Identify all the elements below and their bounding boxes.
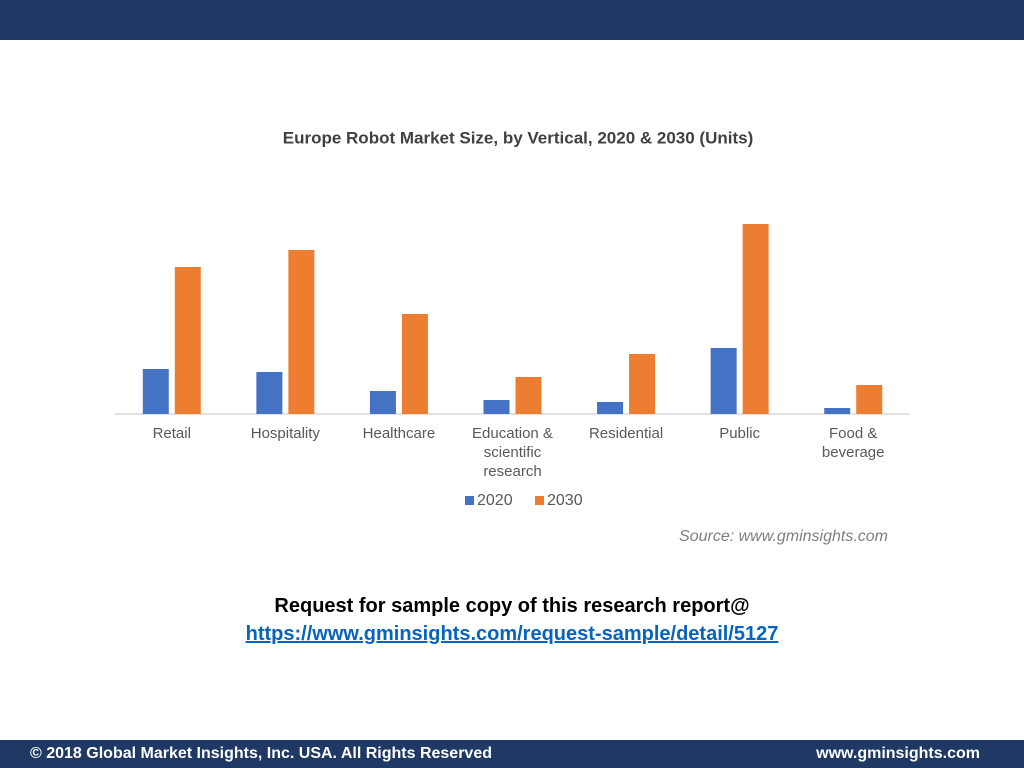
request-text: Request for sample copy of this research… [274, 595, 750, 617]
bar [288, 250, 315, 414]
x-tick-label: Retail [152, 425, 191, 442]
x-tick-label: Residential [588, 425, 664, 442]
x-tick-label: Healthcare [362, 425, 436, 442]
bar [142, 369, 169, 414]
legend-swatch [465, 496, 474, 505]
x-tick-label: Public [719, 425, 761, 442]
x-tick-label: Hospitality [250, 425, 320, 442]
legend-label: 2030 [547, 492, 583, 509]
legend-swatch [535, 496, 544, 505]
chart-title: Europe Robot Market Size, by Vertical, 2… [283, 128, 754, 147]
bar [597, 402, 624, 414]
top-bar [0, 0, 1024, 40]
bar [710, 348, 737, 414]
bar [629, 354, 656, 414]
website: www.gminsights.com [816, 745, 980, 762]
bar [401, 314, 428, 414]
bar [856, 385, 883, 414]
bar [742, 224, 769, 414]
footer: © 2018 Global Market Insights, Inc. USA.… [0, 740, 1024, 768]
bar [256, 372, 283, 414]
bar [174, 267, 201, 414]
copyright: © 2018 Global Market Insights, Inc. USA.… [30, 745, 492, 762]
request: Request for sample copy of this research… [0, 592, 1024, 648]
bar [515, 377, 542, 414]
legend-label: 2020 [477, 492, 513, 509]
bar [824, 408, 851, 414]
x-tick-label: Education & scientific research [472, 425, 553, 480]
request-link[interactable]: https://www.gminsights.com/request-sampl… [245, 623, 779, 645]
chart: Europe Robot Market Size, by Vertical, 2… [115, 128, 910, 545]
x-tick-label: Food & beverage [821, 425, 885, 461]
source: Source: www.gminsights.com [679, 528, 888, 545]
bar [483, 400, 510, 414]
bar [369, 391, 396, 414]
